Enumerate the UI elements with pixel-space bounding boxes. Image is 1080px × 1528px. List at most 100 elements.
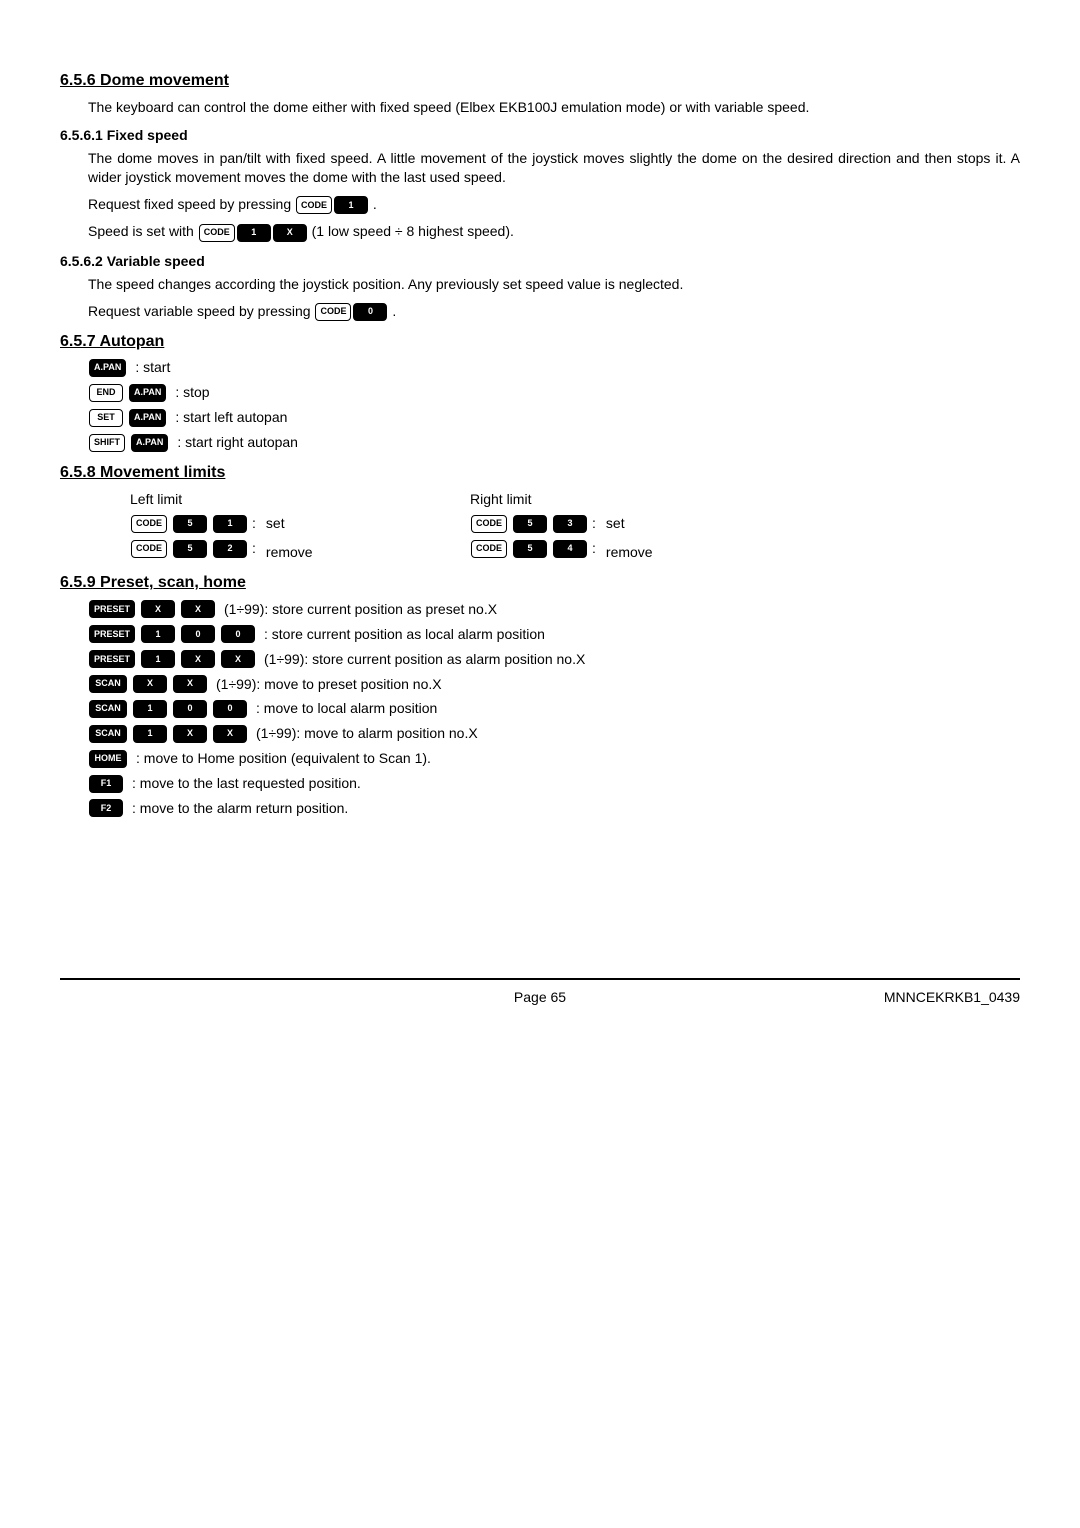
text-stop: : stop <box>175 383 209 402</box>
key-f1: F1 <box>89 775 123 793</box>
key-code: CODE <box>296 196 332 214</box>
preset-line-4: SCAN X X (1÷99): move to preset position… <box>88 675 1020 694</box>
key-5: 5 <box>513 540 547 558</box>
preset-line-5: SCAN 1 0 0 : move to local alarm positio… <box>88 699 1020 718</box>
key-end: END <box>89 384 123 402</box>
text-preset-1: (1÷99): store current position as preset… <box>224 600 497 619</box>
keyseq-code-0: CODE 0 <box>314 303 388 321</box>
key-code: CODE <box>471 515 507 533</box>
limits-right-col: Right limit CODE 5 3 : CODE 5 4 : set re… <box>470 490 770 563</box>
text-preset-2: : store current position as local alarm … <box>264 625 545 644</box>
text-speed-range: (1 low speed ÷ 8 highest speed). <box>312 223 514 239</box>
page-footer: Page 65 MNNCEKRKB1_0439 <box>60 978 1020 1007</box>
key-f2: F2 <box>89 799 123 817</box>
key-1: 1 <box>334 196 368 214</box>
key-x: X <box>181 650 215 668</box>
key-4: 4 <box>553 540 587 558</box>
keyseq-code-1: CODE 1 <box>295 196 369 214</box>
key-1: 1 <box>133 725 167 743</box>
preset-line-6: SCAN 1 X X (1÷99): move to alarm positio… <box>88 724 1020 743</box>
key-1: 1 <box>237 224 271 242</box>
limits-right-head: Right limit <box>470 490 770 509</box>
text-set: set <box>266 514 313 533</box>
key-x: X <box>181 600 215 618</box>
key-x: X <box>173 725 207 743</box>
preset-line-1: PRESET X X (1÷99): store current positio… <box>88 600 1020 619</box>
key-2: 2 <box>213 540 247 558</box>
key-preset: PRESET <box>89 600 135 618</box>
key-shift: SHIFT <box>89 434 125 452</box>
key-scan: SCAN <box>89 725 127 743</box>
section-title-dome-movement: 6.5.6 Dome movement <box>60 70 1020 92</box>
autopan-stop-row: END A.PAN : stop <box>88 383 1020 402</box>
autopan-start-row: A.PAN : start <box>88 358 1020 377</box>
key-x: X <box>173 675 207 693</box>
text-preset-7: : move to Home position (equivalent to S… <box>136 749 431 768</box>
key-0: 0 <box>213 700 247 718</box>
key-scan: SCAN <box>89 700 127 718</box>
key-apan: A.PAN <box>129 384 166 402</box>
preset-line-9: F2 : move to the alarm return position. <box>88 799 1020 818</box>
key-0: 0 <box>353 303 387 321</box>
text-preset-5: : move to local alarm position <box>256 699 437 718</box>
text-request-variable: Request variable speed by pressing <box>88 303 314 319</box>
preset-line-7: HOME : move to Home position (equivalent… <box>88 749 1020 768</box>
limits-table: Left limit CODE 5 1 : CODE 5 2 : set rem… <box>130 490 1020 563</box>
footer-left <box>60 988 380 1007</box>
key-preset: PRESET <box>89 650 135 668</box>
key-x: X <box>213 725 247 743</box>
text-start: : start <box>135 358 170 377</box>
text-preset-9: : move to the alarm return position. <box>132 799 348 818</box>
key-home: HOME <box>89 750 127 768</box>
key-x: X <box>141 600 175 618</box>
text-colon: : <box>592 539 596 558</box>
key-1: 1 <box>141 650 175 668</box>
footer-doc: MNNCEKRKB1_0439 <box>700 988 1020 1007</box>
key-5: 5 <box>513 515 547 533</box>
text-period: . <box>392 303 396 319</box>
keyseq-code-1-x: CODE 1 X <box>198 224 308 242</box>
autopan-left-row: SET A.PAN : start left autopan <box>88 408 1020 427</box>
key-apan: A.PAN <box>131 434 168 452</box>
preset-line-2: PRESET 1 0 0 : store current position as… <box>88 625 1020 644</box>
text-preset-4: (1÷99): move to preset position no.X <box>216 675 442 694</box>
section-title-limits: 6.5.8 Movement limits <box>60 462 1020 484</box>
text-left-autopan: : start left autopan <box>175 408 287 427</box>
key-1: 1 <box>133 700 167 718</box>
fixed-speed-set-line: Speed is set with CODE 1 X (1 low speed … <box>88 222 1020 241</box>
subsec-fixed-speed-title: 6.5.6.1 Fixed speed <box>60 126 1020 145</box>
key-preset: PRESET <box>89 625 135 643</box>
fixed-speed-para: The dome moves in pan/tilt with fixed sp… <box>88 149 1020 187</box>
key-5: 5 <box>173 540 207 558</box>
limits-right-set: CODE 5 3 : <box>470 514 596 533</box>
text-request-fixed: Request fixed speed by pressing <box>88 196 295 212</box>
text-right-autopan: : start right autopan <box>177 433 298 452</box>
key-1: 1 <box>141 625 175 643</box>
key-3: 3 <box>553 515 587 533</box>
key-set: SET <box>89 409 123 427</box>
limits-left-head: Left limit <box>130 490 430 509</box>
text-set: set <box>606 514 653 533</box>
key-x: X <box>273 224 307 242</box>
key-5: 5 <box>173 515 207 533</box>
autopan-right-row: SHIFT A.PAN : start right autopan <box>88 433 1020 452</box>
fixed-speed-request-line: Request fixed speed by pressing CODE 1 . <box>88 195 1020 214</box>
text-remove: remove <box>606 543 653 562</box>
text-remove: remove <box>266 543 313 562</box>
key-0: 0 <box>173 700 207 718</box>
key-code: CODE <box>131 540 167 558</box>
key-x: X <box>133 675 167 693</box>
key-code: CODE <box>471 540 507 558</box>
text-preset-8: : move to the last requested position. <box>132 774 361 793</box>
key-scan: SCAN <box>89 675 127 693</box>
text-preset-6: (1÷99): move to alarm position no.X <box>256 724 478 743</box>
limits-left-col: Left limit CODE 5 1 : CODE 5 2 : set rem… <box>130 490 430 563</box>
text-speed-set: Speed is set with <box>88 223 198 239</box>
preset-line-8: F1 : move to the last requested position… <box>88 774 1020 793</box>
variable-speed-request-line: Request variable speed by pressing CODE … <box>88 302 1020 321</box>
text-preset-3: (1÷99): store current position as alarm … <box>264 650 585 669</box>
text-colon: : <box>252 514 256 533</box>
key-code: CODE <box>199 224 235 242</box>
variable-speed-para: The speed changes according the joystick… <box>88 275 1020 294</box>
subsec-variable-speed-title: 6.5.6.2 Variable speed <box>60 252 1020 271</box>
